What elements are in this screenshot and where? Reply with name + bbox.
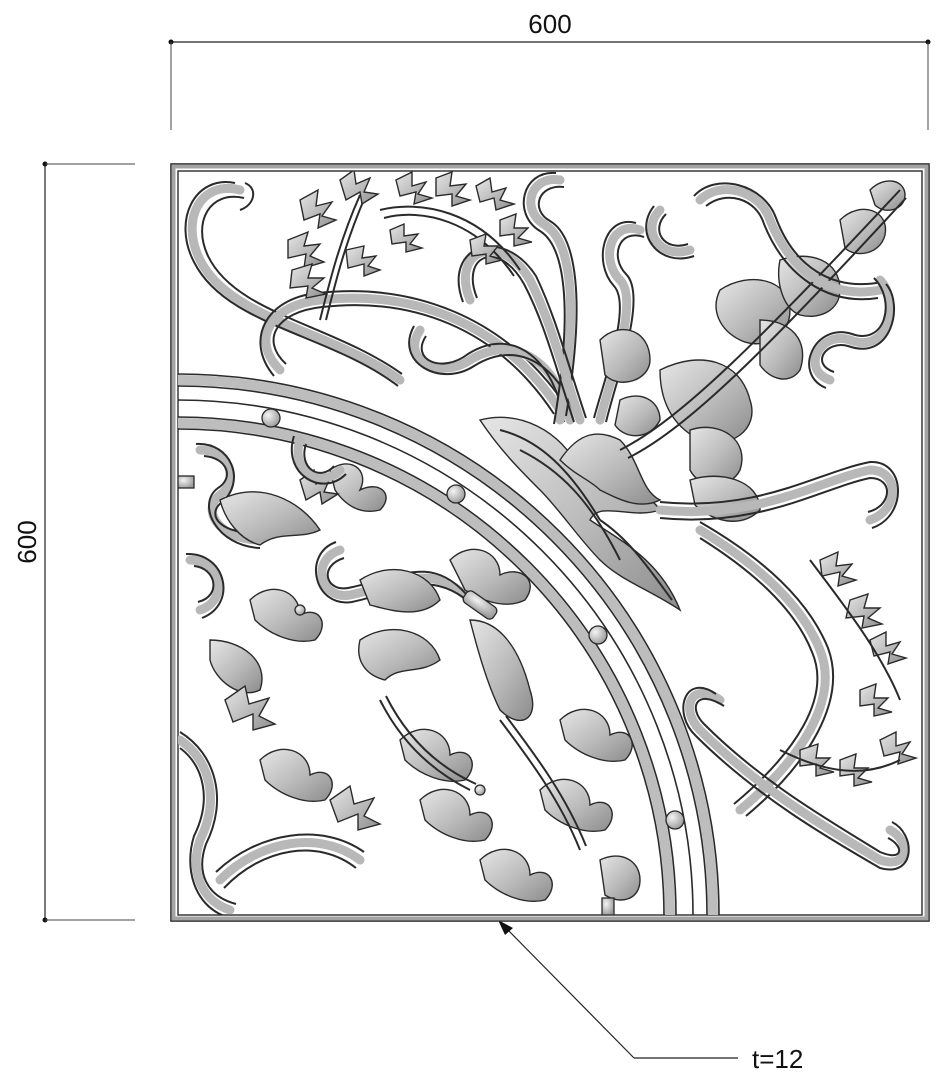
arc-bands [178,373,720,915]
upper-right-flowers [599,180,907,522]
width-label: 600 [528,9,571,39]
central-acanthus [478,416,682,612]
ornamental-panel [170,163,930,922]
height-dimension: 600 [12,161,135,923]
arrowhead-icon [498,920,513,935]
width-dimension: 600 [168,9,931,130]
inner-quarter-ornaments [178,435,641,915]
upper-left-sprays [287,171,533,321]
arc-knobs [261,408,685,830]
right-scrolls [655,460,919,871]
height-label: 600 [12,520,42,563]
thickness-label: t=12 [752,1044,803,1074]
thickness-leader: t=12 [498,920,803,1074]
